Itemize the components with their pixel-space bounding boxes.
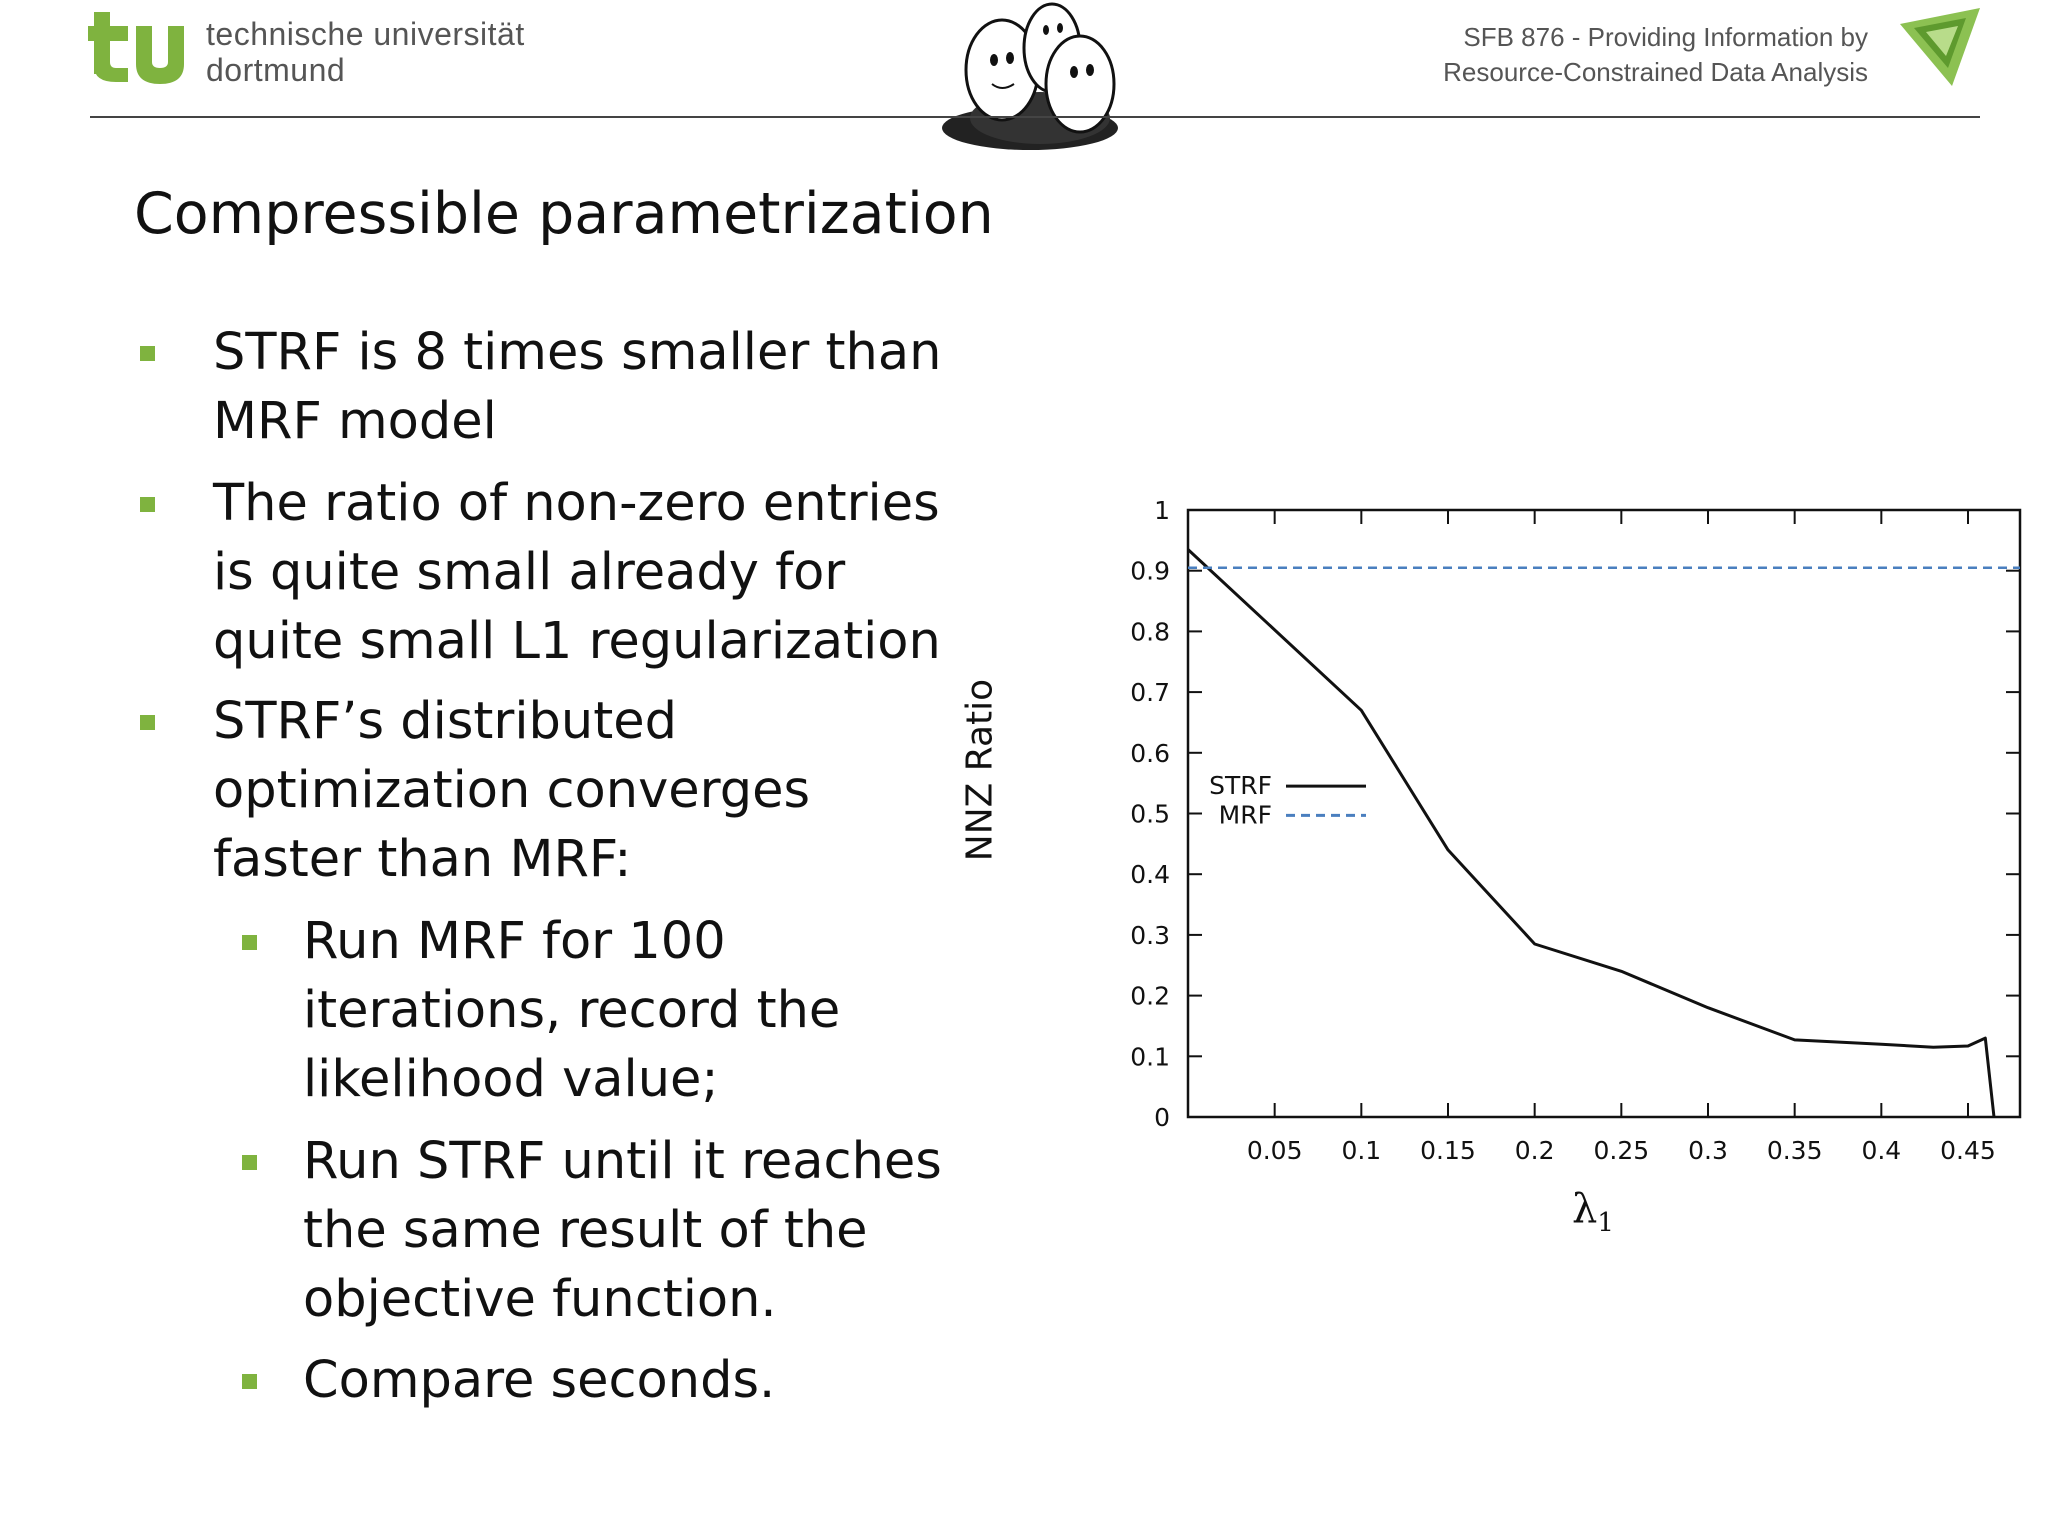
legend-label-strf: STRF — [1209, 771, 1272, 800]
y-tick-label: 0.5 — [1130, 800, 1170, 829]
sub-bullet-marker — [242, 1374, 257, 1389]
sfb-logo-icon — [1900, 8, 1980, 86]
header-divider — [90, 116, 1980, 118]
x-axis-label-symbol: λ — [1572, 1186, 1598, 1232]
bullet-line: likelihood value; — [303, 1050, 719, 1109]
y-tick-label: 0.8 — [1130, 617, 1170, 646]
tu-logo-icon — [88, 12, 184, 84]
bullet-line: faster than MRF: — [213, 830, 632, 889]
x-tick-label: 0.4 — [1861, 1136, 1901, 1165]
y-tick-label: 0.4 — [1130, 860, 1170, 889]
sub-bullet-marker — [242, 935, 257, 950]
x-axis-label-subscript: 1 — [1597, 1208, 1614, 1238]
sub-bullet-item-1: Run MRF for 100 iterations, record the l… — [303, 907, 840, 1114]
bullet-marker — [140, 497, 155, 512]
x-tick-label: 0.3 — [1688, 1136, 1728, 1165]
y-axis-label: NNZ Ratio — [959, 678, 1001, 862]
bullet-line: objective function. — [303, 1270, 777, 1329]
bullet-line: MRF model — [213, 392, 497, 451]
sub-bullet-item-2: Run STRF until it reaches the same resul… — [303, 1127, 942, 1334]
bullet-item-3: STRF’s distributed optimization converge… — [213, 687, 810, 894]
university-name-line1: technische universität — [206, 16, 525, 52]
bullet-marker — [140, 715, 155, 730]
x-tick-label: 0.2 — [1515, 1136, 1555, 1165]
university-name: technische universität dortmund — [206, 16, 525, 88]
plot-frame — [1186, 508, 2022, 1119]
x-tick-label: 0.45 — [1940, 1136, 1996, 1165]
x-tick-label: 0.15 — [1420, 1136, 1476, 1165]
x-axis-label: λ1 — [1572, 1186, 1614, 1238]
university-name-line2: dortmund — [206, 52, 346, 88]
x-tick-label: 0.25 — [1593, 1136, 1649, 1165]
bullet-line: quite small L1 regularization — [213, 612, 941, 671]
y-tick-label: 0.2 — [1130, 982, 1170, 1011]
bullet-item-2: The ratio of non-zero entries is quite s… — [213, 469, 941, 676]
x-tick-label: 0.05 — [1247, 1136, 1303, 1165]
bullet-line: the same result of the — [303, 1201, 868, 1260]
bullet-item-1: STRF is 8 times smaller than MRF model — [213, 318, 941, 456]
bullet-line: iterations, record the — [303, 981, 841, 1040]
bullet-line: The ratio of non-zero entries — [213, 474, 940, 533]
y-tick-label: 0.7 — [1130, 678, 1170, 707]
y-tick-label: 0.1 — [1130, 1042, 1170, 1071]
series-line-strf — [1186, 548, 1996, 1118]
y-tick-label: 0.6 — [1130, 739, 1170, 768]
bullet-line: Run STRF until it reaches — [303, 1132, 942, 1191]
y-tick-label: 0.3 — [1130, 921, 1170, 950]
bullet-list: STRF is 8 times smaller than MRF model T… — [0, 0, 960, 1536]
sfb-line2: Resource-Constrained Data Analysis — [1443, 57, 1868, 87]
bullet-line: STRF’s distributed — [213, 692, 677, 751]
bullet-line: Run MRF for 100 — [303, 912, 726, 971]
bullet-line: is quite small already for — [213, 543, 846, 602]
bullet-line: Compare seconds. — [303, 1351, 776, 1410]
sub-bullet-item-3: Compare seconds. — [303, 1346, 775, 1415]
bullet-line: optimization converges — [213, 761, 811, 820]
slide-title: Compressible parametrization — [134, 181, 994, 247]
bullet-line: STRF is 8 times smaller than — [213, 323, 942, 382]
sfb-line1: SFB 876 - Providing Information by — [1463, 22, 1868, 52]
sub-bullet-marker — [242, 1155, 257, 1170]
bullet-marker — [140, 346, 155, 361]
y-tick-label: 0 — [1154, 1103, 1170, 1132]
eggs-mascot-icon — [942, 2, 1118, 150]
y-tick-label: 1 — [1154, 496, 1170, 525]
x-tick-label: 0.1 — [1341, 1136, 1381, 1165]
sfb-project-title: SFB 876 - Providing Information by Resou… — [1443, 20, 1868, 90]
x-tick-label: 0.35 — [1767, 1136, 1823, 1165]
y-tick-label: 0.9 — [1130, 557, 1170, 586]
legend-label-mrf: MRF — [1219, 800, 1272, 829]
